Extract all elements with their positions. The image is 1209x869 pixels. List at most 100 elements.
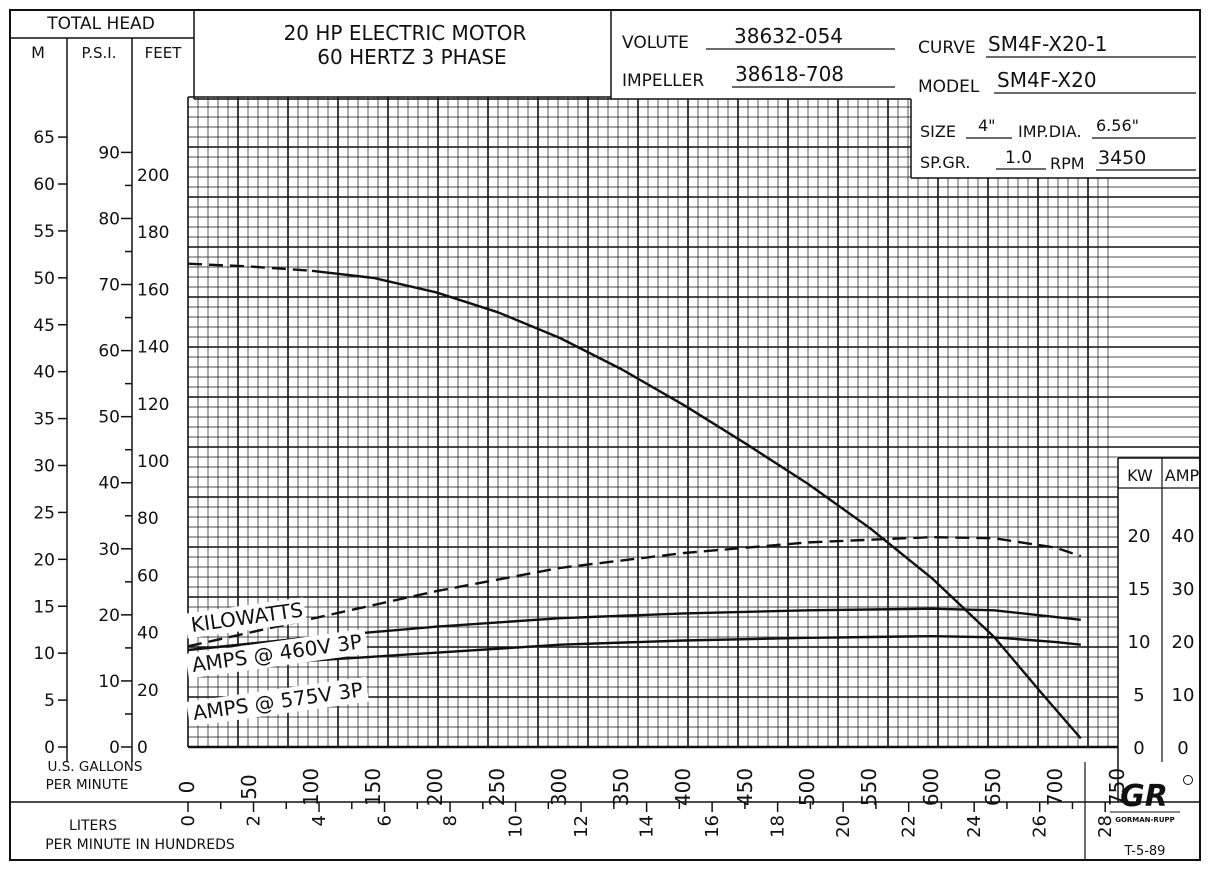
- gpm-tick-label: 0: [175, 781, 199, 794]
- spgr-value: 1.0: [1005, 148, 1032, 168]
- psi-tick-label: 50: [98, 408, 120, 428]
- volute-value: 38632-054: [734, 24, 843, 48]
- lpm-label-line2: PER MINUTE IN HUNDREDS: [45, 837, 235, 853]
- gpm-tick-label: 200: [423, 768, 447, 806]
- size-label: SIZE: [920, 122, 956, 141]
- model-label: MODEL: [918, 77, 980, 97]
- feet-tick-label: 120: [137, 395, 169, 415]
- m-tick-label: 65: [33, 128, 55, 148]
- series-label-bg: [186, 676, 369, 727]
- feet-tick-label: 80: [137, 509, 159, 529]
- psi-tick-label: 70: [98, 276, 120, 296]
- gpm-tick-label: 100: [299, 768, 323, 806]
- feet-tick-label: 60: [137, 566, 159, 586]
- usgpm-label-line2: PER MINUTE: [46, 777, 129, 793]
- gpm-tick-label: 600: [919, 768, 943, 806]
- lpm-label-line1: LITERS: [69, 818, 117, 834]
- gpm-tick-label: 50: [237, 774, 261, 799]
- size-value: 4": [978, 116, 996, 135]
- lpm-tick-label: 14: [637, 815, 658, 838]
- axis-ticks: 0510152025303540455055606501020304050607…: [33, 128, 1194, 838]
- m-tick-label: 35: [33, 410, 55, 430]
- gpm-tick-label: 450: [733, 768, 757, 806]
- motor-title-line2: 60 HERTZ 3 PHASE: [317, 45, 506, 69]
- lpm-tick-label: 4: [309, 815, 330, 826]
- lpm-tick-label: 20: [833, 815, 854, 838]
- gpm-tick-label: 650: [981, 768, 1005, 806]
- registered-mark-icon: [1183, 775, 1193, 785]
- m-tick-label: 15: [33, 597, 55, 617]
- lpm-tick-label: 12: [571, 815, 592, 838]
- psi-column-label: P.S.I.: [82, 44, 117, 62]
- feet-tick-label: 160: [137, 280, 169, 300]
- lpm-tick-label: 10: [506, 815, 527, 838]
- amp-tick-label: 40: [1172, 526, 1195, 547]
- psi-tick-label: 80: [98, 209, 120, 229]
- volute-label: VOLUTE: [622, 33, 689, 53]
- rpm-label: RPM: [1050, 154, 1085, 173]
- m-tick-label: 55: [33, 222, 55, 242]
- lpm-tick-label: 22: [899, 815, 920, 838]
- m-tick-label: 0: [44, 738, 55, 758]
- total-head-label: TOTAL HEAD: [46, 14, 155, 34]
- psi-tick-label: 20: [98, 606, 120, 626]
- psi-tick-label: 60: [98, 342, 120, 362]
- impeller-label: IMPELLER: [622, 71, 704, 91]
- gpm-tick-label: 150: [361, 768, 385, 806]
- psi-tick-label: 30: [98, 540, 120, 560]
- series-label-bg: [184, 597, 307, 639]
- kw-tick-label: 0: [1133, 738, 1144, 759]
- series-label-bg: [185, 628, 368, 679]
- feet-tick-label: 0: [137, 738, 148, 758]
- brand-name-text: GORMAN-RUPP: [1115, 816, 1175, 824]
- model-value: SM4F-X20: [997, 68, 1097, 92]
- amp-tick-label: 30: [1172, 579, 1195, 600]
- feet-tick-label: 140: [137, 338, 169, 358]
- gpm-tick-label: 750: [1105, 768, 1129, 806]
- kw-column-label: KW: [1127, 466, 1153, 485]
- feet-column-label: FEET: [145, 44, 183, 62]
- gpm-tick-label: 500: [795, 768, 819, 806]
- m-column-label: M: [31, 43, 45, 62]
- feet-tick-label: 180: [137, 223, 169, 243]
- series-line-4: [187, 635, 1081, 671]
- gorman-rupp-logo: GR GORMAN-RUPP: [1110, 775, 1193, 824]
- series-label: AMPS @ 460V 3P: [185, 628, 368, 679]
- lpm-tick-label: 8: [440, 815, 461, 826]
- feet-tick-label: 20: [137, 681, 159, 701]
- series-label-text: KILOWATTS: [189, 597, 304, 636]
- psi-tick-label: 40: [98, 474, 120, 494]
- lpm-tick-label: 18: [768, 815, 789, 838]
- motor-title-line1: 20 HP ELECTRIC MOTOR: [284, 21, 527, 45]
- amp-column-label: AMP: [1165, 466, 1200, 485]
- feet-tick-label: 200: [137, 166, 169, 186]
- spgr-label: SP.GR.: [920, 153, 970, 172]
- gpm-tick-label: 250: [485, 768, 509, 806]
- kw-tick-label: 10: [1128, 632, 1151, 653]
- gpm-tick-label: 700: [1043, 768, 1067, 806]
- kw-tick-label: 5: [1133, 685, 1144, 706]
- kw-tick-label: 15: [1128, 579, 1151, 600]
- curve-label: CURVE: [918, 38, 976, 58]
- amp-tick-label: 0: [1177, 738, 1188, 759]
- gpm-tick-label: 300: [547, 768, 571, 806]
- feet-tick-label: 100: [137, 452, 169, 472]
- brand-logo-text: GR: [1120, 779, 1168, 814]
- m-tick-label: 50: [33, 269, 55, 289]
- amp-tick-label: 10: [1172, 685, 1195, 706]
- m-tick-label: 5: [44, 691, 55, 711]
- lpm-tick-label: 16: [702, 815, 723, 838]
- document-code: T-5-89: [1124, 844, 1166, 859]
- m-tick-label: 20: [33, 550, 55, 570]
- lpm-tick-label: 6: [375, 815, 396, 826]
- psi-tick-label: 0: [109, 738, 120, 758]
- m-tick-label: 30: [33, 457, 55, 477]
- kw-tick-label: 20: [1128, 526, 1151, 547]
- lpm-tick-label: 28: [1095, 815, 1116, 838]
- chart-frame: [9, 9, 1201, 861]
- m-tick-label: 60: [33, 175, 55, 195]
- m-tick-label: 10: [33, 644, 55, 664]
- plot-curves: [187, 262, 1082, 740]
- m-tick-label: 45: [33, 316, 55, 336]
- curve-value: SM4F-X20-1: [988, 32, 1108, 56]
